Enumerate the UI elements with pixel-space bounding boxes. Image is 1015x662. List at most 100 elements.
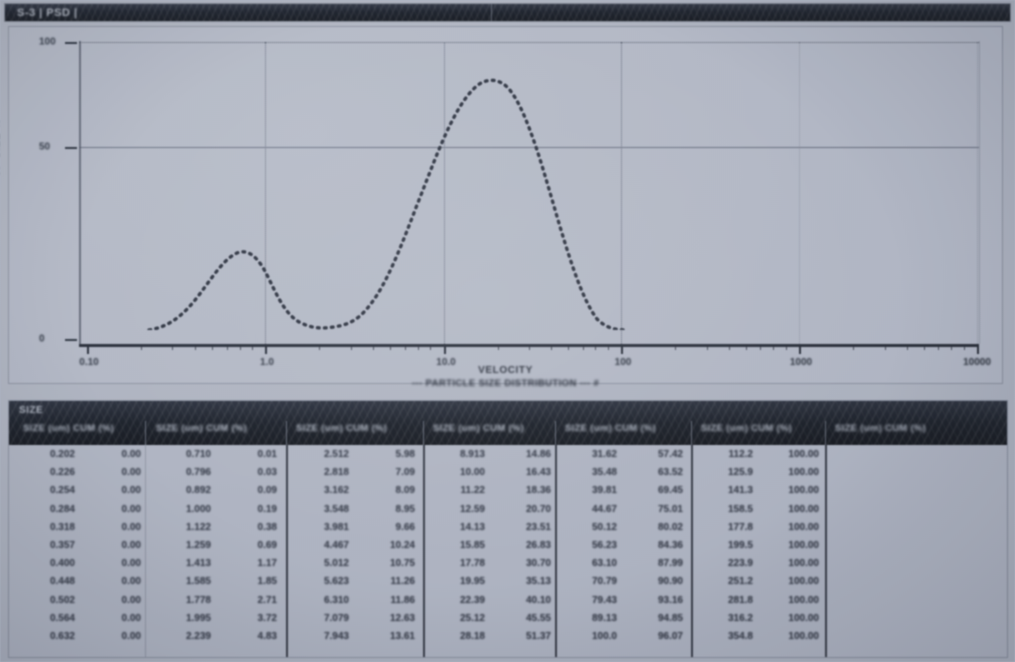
cell-size: 1.122 xyxy=(185,521,211,533)
cell-size: 1.585 xyxy=(185,576,211,588)
x-axis-subtitle: --- PARTICLE SIZE DISTRIBUTION --- # xyxy=(411,378,600,389)
x-tick-label-1: 1.0 xyxy=(260,357,274,368)
x-minor-tick xyxy=(568,344,569,350)
x-minor-tick xyxy=(430,344,431,350)
cell-cumulative: 5.98 xyxy=(395,449,415,460)
cell-cumulative: 63.52 xyxy=(657,467,683,479)
cell-cumulative: 93.16 xyxy=(657,594,683,606)
plot-right-border xyxy=(979,41,980,344)
cell-cumulative: 94.85 xyxy=(657,612,683,624)
cell-size: 0.892 xyxy=(185,485,211,497)
cell-size: 70.79 xyxy=(591,576,617,588)
x-tick-1.0 xyxy=(265,344,267,354)
cell-cumulative: 3.72 xyxy=(257,612,277,624)
cell-size: 316.2 xyxy=(727,612,753,624)
table-corner-label: SIZE xyxy=(19,405,44,416)
x-tick-label-4: 1000 xyxy=(789,357,813,368)
x-minor-tick xyxy=(583,344,584,350)
cell-size: 7.943 xyxy=(323,631,349,642)
cell-size: 0.564 xyxy=(49,612,75,624)
window-titlebar: S-3 | PSD | xyxy=(4,3,1011,22)
cell-size: 281.8 xyxy=(727,594,753,606)
cell-cumulative: 8.95 xyxy=(395,503,415,515)
cell-size: 19.95 xyxy=(459,576,485,588)
cell-size: 2.512 xyxy=(323,449,349,460)
cell-size: 0.710 xyxy=(185,449,211,460)
x-minor-tick xyxy=(853,344,854,350)
x-axis-title: VELOCITY xyxy=(478,365,533,376)
header-divider xyxy=(423,421,424,445)
cell-size: 1.000 xyxy=(185,503,211,515)
table-header-row: SIZE (um) CUM (%) SIZE (um) CUM (%) SIZE… xyxy=(9,423,1007,443)
cell-cumulative: 0.00 xyxy=(121,558,141,570)
y-tick-label-100: 100 xyxy=(39,36,56,48)
cell-cumulative: 0.09 xyxy=(257,485,277,497)
cell-size: 12.59 xyxy=(459,503,485,515)
x-minor-tick xyxy=(252,344,253,350)
x-minor-tick xyxy=(938,344,939,350)
cell-cumulative: 0.03 xyxy=(257,467,277,479)
x-minor-tick xyxy=(924,344,925,350)
cell-cumulative: 0.38 xyxy=(257,521,277,533)
cell-size: 3.548 xyxy=(323,503,349,515)
header-divider xyxy=(145,421,146,445)
cell-cumulative: 20.70 xyxy=(525,503,551,515)
cell-cumulative: 0.00 xyxy=(121,612,141,624)
cell-size: 0.254 xyxy=(49,485,75,497)
cell-cumulative: 100.00 xyxy=(788,449,819,460)
cell-size: 0.226 xyxy=(49,467,75,479)
cell-size: 125.9 xyxy=(727,467,753,479)
cell-cumulative: 0.01 xyxy=(257,449,277,460)
cell-size: 141.3 xyxy=(727,485,753,497)
cell-cumulative: 7.09 xyxy=(395,467,415,479)
cell-size: 7.079 xyxy=(323,612,349,624)
cell-cumulative: 100.00 xyxy=(788,631,819,642)
column-header-6: SIZE (um) CUM (%) xyxy=(835,423,927,434)
gridline-h-100 xyxy=(79,42,979,43)
column-header-3: SIZE (um) CUM (%) xyxy=(433,423,525,434)
cell-size: 1.259 xyxy=(185,540,211,551)
y-axis-title: VF SIZE % xyxy=(0,119,2,177)
cell-cumulative: 0.00 xyxy=(121,467,141,479)
cell-size: 5.012 xyxy=(323,558,349,570)
column-header-2: SIZE (um) CUM (%) xyxy=(296,423,388,434)
header-divider xyxy=(555,421,556,445)
gridline-h-50 xyxy=(79,147,979,148)
cell-size: 3.981 xyxy=(323,521,349,533)
x-tick-100 xyxy=(621,344,623,354)
cell-cumulative: 100.00 xyxy=(788,594,819,606)
y-tick-50 xyxy=(65,147,77,149)
cell-size: 35.48 xyxy=(591,467,617,479)
cell-cumulative: 11.26 xyxy=(390,576,415,588)
cell-size: 14.13 xyxy=(459,521,485,533)
cell-cumulative: 0.00 xyxy=(121,521,141,533)
column-header-1: SIZE (um) CUM (%) xyxy=(156,423,248,434)
x-minor-tick xyxy=(608,344,609,350)
window-title: S-3 | PSD | xyxy=(17,6,78,19)
x-tick-label-5: 10000 xyxy=(963,357,991,368)
cell-size: 5.623 xyxy=(323,576,349,588)
body-divider-light xyxy=(145,445,146,657)
x-minor-tick xyxy=(373,344,374,350)
x-minor-tick xyxy=(964,344,965,350)
cell-cumulative: 100.00 xyxy=(788,503,819,515)
x-tick-label-2: 10.0 xyxy=(436,357,456,368)
x-minor-tick xyxy=(675,344,676,350)
cell-cumulative: 90.90 xyxy=(657,576,683,588)
cell-cumulative: 100.00 xyxy=(788,576,819,588)
x-minor-tick xyxy=(390,344,391,350)
cell-size: 0.632 xyxy=(49,631,75,642)
body-divider xyxy=(555,445,557,657)
cell-size: 0.357 xyxy=(49,540,75,551)
cell-size: 15.85 xyxy=(459,540,485,551)
cell-size: 251.2 xyxy=(727,576,753,588)
cell-cumulative: 8.09 xyxy=(395,485,415,497)
gridline-v-1 xyxy=(265,42,266,344)
x-minor-tick xyxy=(551,344,552,350)
cell-cumulative: 45.55 xyxy=(525,612,551,624)
cell-cumulative: 0.00 xyxy=(121,540,141,551)
cell-size: 4.467 xyxy=(323,540,349,551)
body-divider xyxy=(286,445,288,657)
cell-cumulative: 57.42 xyxy=(657,449,683,460)
column-header-4: SIZE (um) CUM (%) xyxy=(565,423,657,434)
